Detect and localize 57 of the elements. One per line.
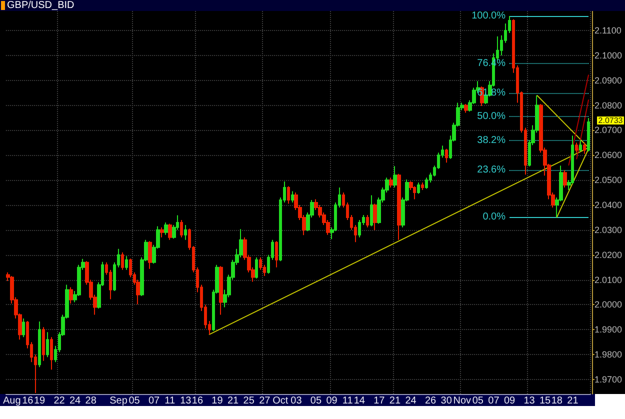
x-tick-label: 24	[405, 396, 417, 406]
x-tick-label: 22	[54, 396, 66, 406]
x-tick-label: 11	[164, 396, 176, 406]
y-tick-label: 2.0100	[594, 274, 622, 285]
x-tick-label: 11	[342, 396, 354, 406]
x-tick-label: 15	[539, 396, 552, 406]
x-tick-label: 16	[22, 396, 34, 406]
y-tick-label: 1.9800	[594, 350, 622, 360]
x-tick-label: 21	[567, 396, 579, 406]
y-tick-label: 2.0700	[594, 125, 622, 136]
x-tick-label: 21	[227, 396, 240, 406]
x-tick-label: Aug	[2, 396, 21, 406]
annotation: 0.0%	[482, 212, 506, 223]
text: 2.0733	[598, 116, 624, 125]
y-tick-label: 2.0500	[594, 175, 622, 186]
x-tick-label: Oct	[272, 396, 288, 406]
x-tick-label: 13	[524, 396, 536, 406]
x-tick-label: 21	[389, 396, 401, 406]
y-tick-label: 2.0600	[594, 150, 622, 160]
x-tick-label: 24	[69, 396, 82, 406]
annotation: 23.6%	[477, 164, 506, 176]
x-tick-label: 07	[148, 396, 160, 406]
x-tick-label: 07	[488, 396, 500, 406]
x-tick-label: 26	[424, 396, 437, 406]
x-tick-label: 28	[85, 396, 97, 406]
x-tick-label: 03	[290, 396, 302, 406]
x-tick-label: Sep	[110, 396, 128, 406]
x-tick-label: 19	[212, 396, 224, 406]
y-tick-label: 2.0300	[594, 224, 622, 235]
x-tick-label: 25	[243, 396, 255, 406]
x-tick-label: 09	[504, 396, 516, 406]
chart-title: GBP/USD_BID	[7, 0, 74, 11]
x-tick-label: 05	[128, 396, 140, 406]
x-tick-label: 18	[551, 396, 563, 406]
y-tick-label: 2.0800	[594, 100, 622, 110]
x-tick-label: 13	[180, 396, 192, 406]
x-tick-label: 16	[192, 396, 204, 406]
y-tick-label: 2.0900	[594, 75, 622, 86]
y-tick-label: 1.9700	[594, 374, 622, 385]
y-tick-label: 2.0400	[594, 200, 622, 210]
x-tick-label: 30	[440, 396, 452, 406]
x-tick-label: 05	[472, 396, 484, 406]
y-tick-label: 2.1100	[594, 25, 622, 36]
x-tick-label: 27	[259, 396, 271, 406]
annotation: 100.0%	[472, 10, 506, 22]
y-tick-label: 2.1000	[594, 50, 622, 60]
x-tick-label: 14	[354, 396, 366, 406]
y-tick-label: 1.9900	[594, 324, 622, 335]
annotation: 50.0%	[477, 110, 506, 122]
x-tick-label: 09	[326, 396, 338, 406]
x-tick-label: 17	[374, 396, 386, 406]
annotation: 38.2%	[477, 134, 506, 146]
x-tick-label: 05	[310, 396, 322, 406]
x-tick-label: Nov	[453, 396, 472, 406]
x-tick-label: 19	[34, 396, 46, 406]
y-tick-label: 2.0200	[594, 250, 622, 260]
y-tick-label: 2.0000	[594, 300, 622, 310]
